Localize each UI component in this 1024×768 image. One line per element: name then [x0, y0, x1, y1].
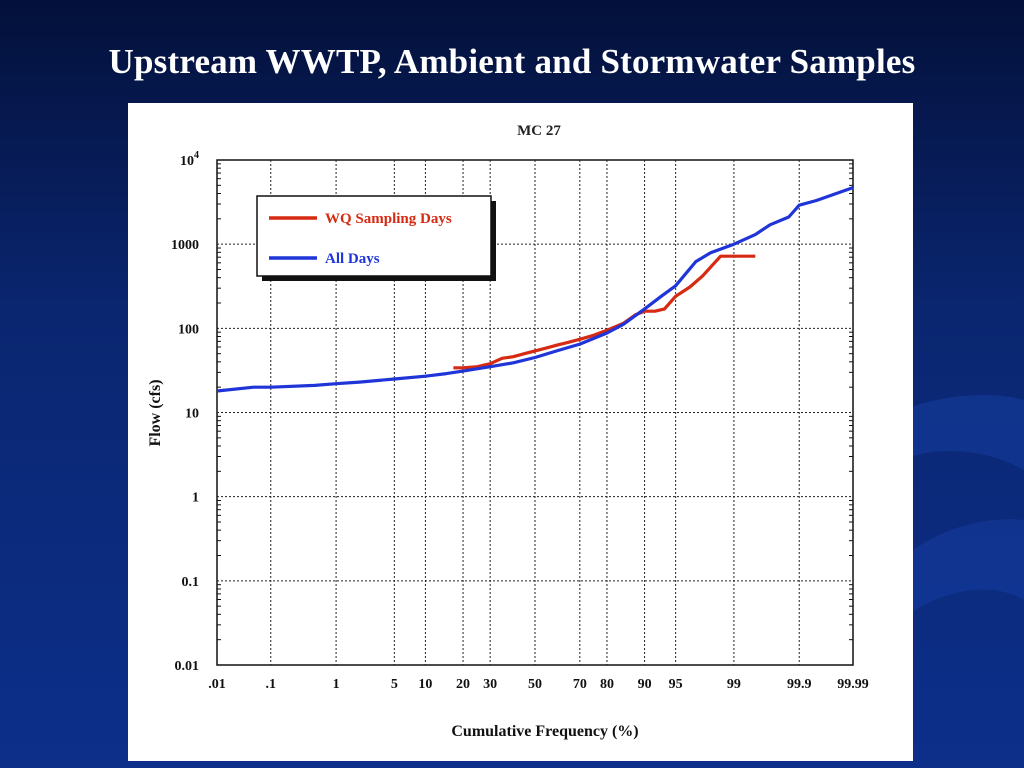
grid: [216, 159, 854, 666]
legend-label-1: WQ Sampling Days: [325, 211, 452, 227]
y-tick-label: 104: [180, 150, 199, 169]
legend-box: [256, 195, 492, 277]
chart-panel: MC 27 Flow (cfs) Cumulative Frequency (%…: [128, 103, 913, 761]
flow-duration-chart: MC 27 Flow (cfs) Cumulative Frequency (%…: [147, 123, 869, 740]
slide-title: Upstream WWTP, Ambient and Stormwater Sa…: [108, 42, 916, 81]
x-tick-label: 99.9: [787, 677, 812, 692]
series-line-1: [453, 254, 756, 370]
x-tick-label: 5: [391, 677, 398, 692]
x-tick-label: 1: [333, 677, 340, 692]
series-layer: [216, 186, 854, 393]
y-tick-label: 0.01: [175, 659, 200, 674]
x-tick-label: 90: [638, 677, 652, 692]
x-axis-label: Cumulative Frequency (%): [451, 723, 638, 740]
series-line-2: [216, 186, 854, 393]
y-tick-label: 10: [185, 407, 199, 422]
legend: WQ Sampling Days All Days: [256, 195, 496, 281]
legend-label-2: All Days: [325, 251, 380, 267]
x-tick-label: .1: [266, 677, 277, 692]
x-tick-label: 95: [669, 677, 683, 692]
x-tick-label: 30: [483, 677, 497, 692]
y-tick-label: 100: [178, 322, 199, 337]
x-tick-label: 70: [573, 677, 587, 692]
x-tick-label: 99: [727, 677, 741, 692]
x-tick-label: 50: [528, 677, 542, 692]
y-tick-label: 1: [192, 491, 199, 506]
x-tick-label: .01: [208, 677, 226, 692]
chart-title: MC 27: [517, 123, 561, 139]
x-tick-label: 10: [418, 677, 432, 692]
y-tick-label: 0.1: [182, 575, 200, 590]
x-tick-label: 20: [456, 677, 470, 692]
x-tick-label: 80: [600, 677, 614, 692]
tick-labels: .01 .1 1 5 10 20 30 50 70 80 90 95 99 99.9 99.99 0.01 0.…: [171, 150, 869, 692]
x-tick-label: 99.99: [837, 677, 869, 692]
y-axis-label: Flow (cfs): [147, 379, 164, 446]
y-tick-label: 1000: [171, 238, 199, 253]
